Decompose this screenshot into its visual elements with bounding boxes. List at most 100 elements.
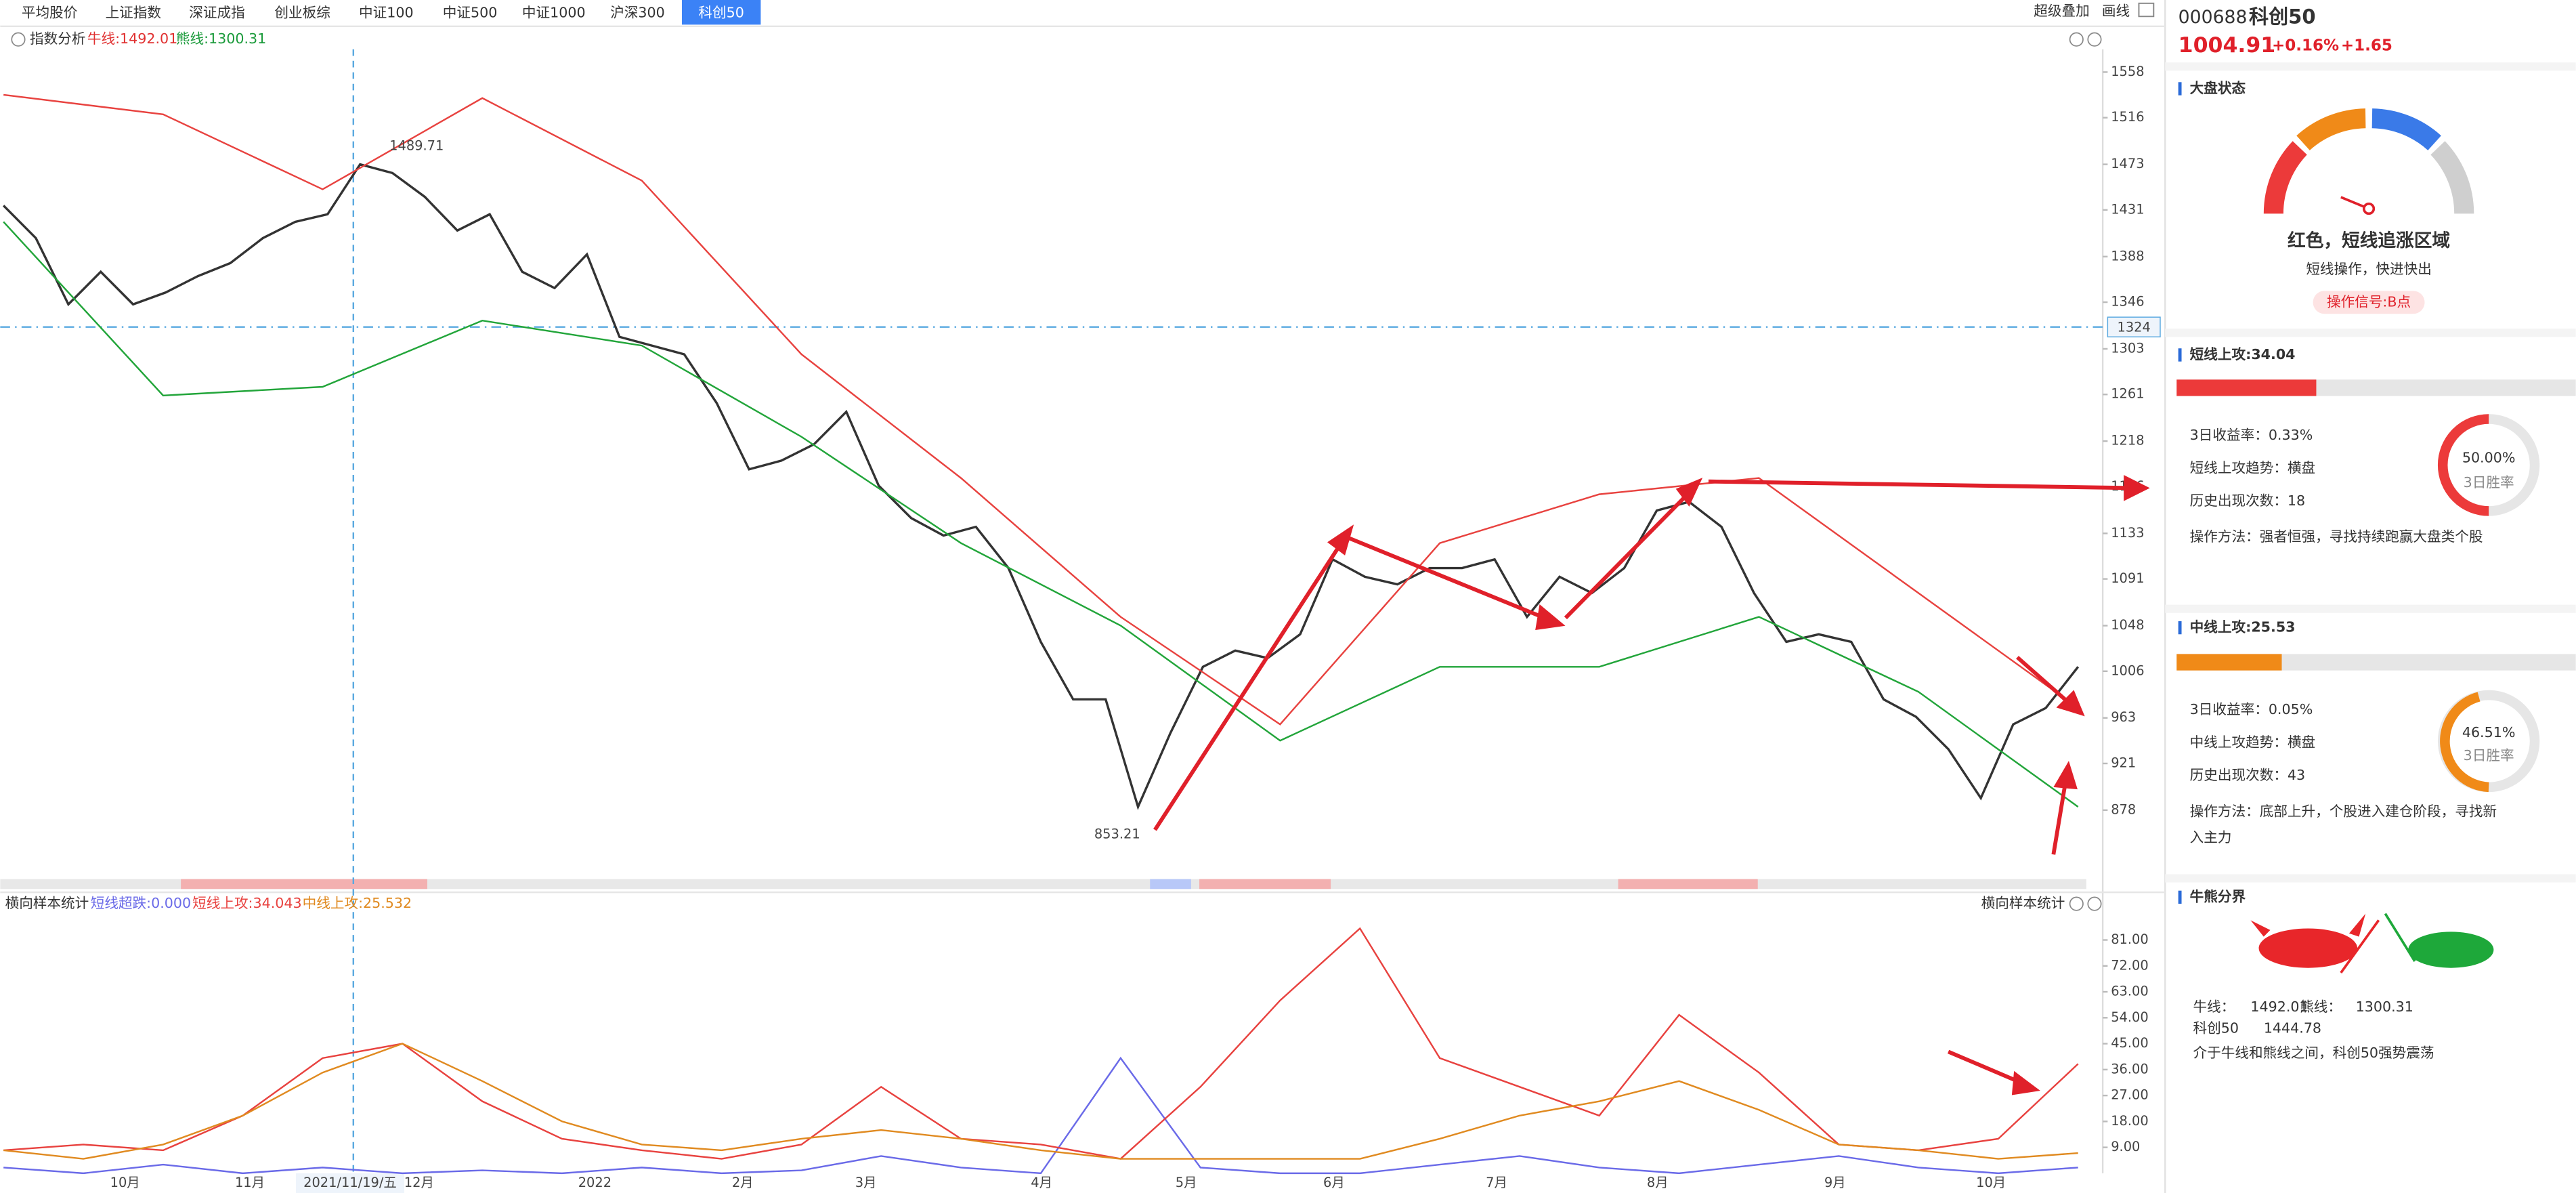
y-tick-label: 54.00 — [2111, 1009, 2149, 1025]
y-tick-label: 1431 — [2111, 201, 2144, 217]
tab[interactable]: 创业板综 — [274, 4, 330, 20]
series-line — [3, 1043, 2078, 1160]
separator — [2165, 604, 2576, 613]
y-tick-label: 72.00 — [2111, 957, 2149, 973]
plots: 平均股价 上证指数 深证成指 创业板综 中证100 中证500 中证1000 沪深300 科创5… — [2, 0, 2149, 1190]
series-line — [3, 221, 2079, 808]
x-tick-label: 8月 — [1647, 1175, 1669, 1190]
x-tick-label: 5月 — [1176, 1175, 1197, 1190]
section-marker — [2178, 348, 2182, 362]
y-tick-label: 36.00 — [2111, 1061, 2149, 1076]
bull-bear-item: 科创50 — [2193, 1020, 2239, 1036]
collapse-icon[interactable] — [11, 32, 26, 47]
detail-line: 入主力 — [2190, 829, 2232, 845]
x-tick-label: 3月 — [855, 1175, 877, 1190]
tab[interactable]: 中证1000 — [522, 4, 586, 20]
y-tick-label: 1558 — [2111, 64, 2144, 79]
y-tick-label: 1303 — [2111, 340, 2144, 356]
tab[interactable]: 中证500 — [443, 4, 498, 20]
detail-line: 3日收益率：0.05% — [2190, 701, 2313, 717]
x-tick-label: 11月 — [235, 1175, 265, 1190]
series-line — [3, 927, 2079, 1160]
y-tick-label: 1048 — [2111, 617, 2144, 633]
separator — [2165, 329, 2576, 337]
period-strip — [1199, 879, 1331, 889]
tab[interactable]: 平均股价 — [22, 4, 77, 20]
win-rate: 46.51% — [2462, 724, 2516, 740]
period-strip — [1150, 879, 1191, 889]
section-title: 中线上攻:25.53 — [2190, 619, 2296, 635]
help-icon[interactable] — [2087, 32, 2102, 47]
win-rate-label: 3日胜率 — [2464, 474, 2514, 490]
y-tick-label: 63.00 — [2111, 984, 2149, 999]
legend-item: 短线上攻:34.043 — [192, 895, 302, 911]
detail-line: 操作方法：强者恒强，寻找持续跑赢大盘类个股 — [2190, 528, 2483, 545]
x-tick-label: 4月 — [1031, 1175, 1052, 1190]
period-strip — [1618, 879, 1758, 889]
x-tick-label: 12月 — [404, 1175, 434, 1190]
tab[interactable]: 上证指数 — [106, 4, 162, 20]
y-tick-label: 27.00 — [2111, 1087, 2149, 1103]
market-status: 红色，短线追涨区域 — [2288, 230, 2450, 251]
x-tick-label: 9月 — [1824, 1175, 1846, 1190]
y-tick-label: 45.00 — [2111, 1035, 2149, 1051]
help-icon[interactable] — [2087, 896, 2102, 911]
y-tick-label: 1091 — [2111, 570, 2144, 586]
rate-ring-fill — [2440, 692, 2489, 793]
bull-bear-summary: 介于牛线和熊线之间，科创50强势震荡 — [2193, 1045, 2434, 1061]
annotation-arrows — [1153, 475, 2150, 1095]
annotation: 1489.71 — [389, 138, 444, 153]
win-rate: 50.00% — [2462, 450, 2516, 466]
price-change: +1.65 — [2341, 37, 2392, 54]
price: 1004.91 — [2178, 33, 2276, 58]
y-tick-label: 1133 — [2111, 525, 2144, 541]
bull-bear-illustration — [2250, 913, 2494, 974]
section-marker — [2178, 82, 2182, 96]
y-tick-label: 1516 — [2111, 109, 2144, 125]
y-tick-label: 9.00 — [2111, 1139, 2140, 1154]
tab[interactable]: 深证成指 — [189, 4, 244, 20]
detail-line: 操作方法：底部上升，个股进入建仓阶段，寻找新 — [2190, 803, 2497, 819]
price-pct: +0.16% — [2272, 37, 2339, 54]
series-line — [3, 1056, 2078, 1175]
tab[interactable]: 科创50 — [698, 4, 744, 20]
settings-icon[interactable] — [2069, 32, 2084, 47]
separator — [2165, 874, 2576, 883]
tab[interactable]: 沪深300 — [610, 4, 665, 20]
bull-bear-item: 1300.31 — [2356, 999, 2413, 1015]
stock-name: 科创50 — [2249, 5, 2316, 28]
section-title: 短线上攻:34.04 — [2190, 346, 2296, 362]
x-tick-label: 10月 — [110, 1175, 140, 1190]
legend-item: 短线超跌:0.000 — [91, 895, 191, 911]
separator — [2165, 62, 2576, 71]
y-tick-label: 878 — [2111, 801, 2136, 817]
settings-icon[interactable] — [2069, 896, 2084, 911]
detail-line: 中线上攻趋势：横盘 — [2190, 734, 2315, 750]
annotation: 853.21 — [1094, 826, 1140, 842]
legend-item: 中线上攻:25.532 — [303, 895, 412, 911]
layout-icon[interactable] — [2138, 2, 2155, 18]
y-tick-label: 1218 — [2111, 433, 2144, 448]
bull-bear-item: 牛线： — [2193, 999, 2235, 1015]
market-signal: 操作信号:B点 — [2327, 293, 2411, 310]
toolbar-button[interactable]: 超级叠加 — [2034, 3, 2089, 19]
y-tick-label: 1473 — [2111, 156, 2144, 171]
crosshair-date-box — [295, 1173, 405, 1193]
y-tick-label: 1006 — [2111, 663, 2144, 678]
tab[interactable]: 中证100 — [359, 4, 414, 20]
tab-active-bg — [681, 0, 761, 25]
toolbar-button[interactable]: 画线 — [2102, 3, 2130, 19]
legend-item: 熊线:1300.31 — [176, 30, 266, 47]
market-advice: 短线操作，快进快出 — [2306, 261, 2431, 277]
bull-bear-item: 熊线： — [2300, 999, 2342, 1015]
section-marker — [2178, 621, 2182, 635]
section-title: 大盘状态 — [2190, 80, 2246, 96]
y-tick-label: 18.00 — [2111, 1113, 2149, 1129]
detail-line: 历史出现次数：18 — [2190, 493, 2306, 509]
progress-fill — [2176, 379, 2317, 396]
